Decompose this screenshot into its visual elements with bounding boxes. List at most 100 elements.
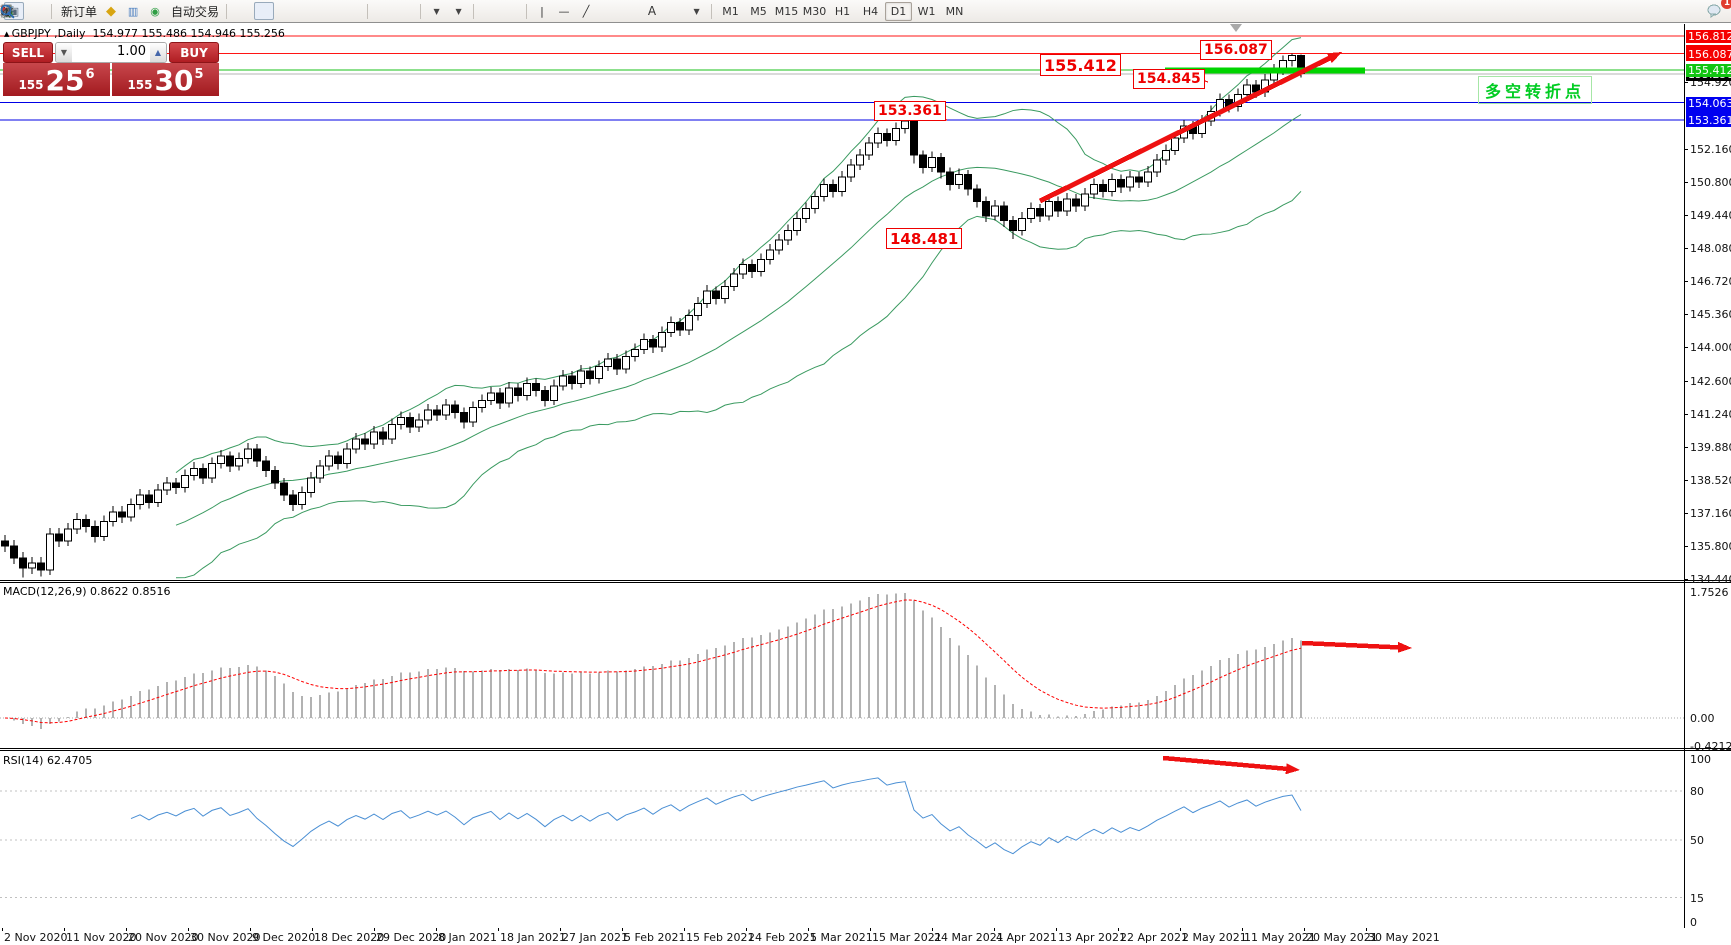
zoom-in-icon[interactable] [1, 2, 318, 20]
candle-body[interactable] [766, 249, 774, 261]
candle-body[interactable] [19, 557, 27, 569]
candle-body[interactable] [1099, 183, 1107, 193]
candle-body[interactable] [82, 518, 90, 528]
candle-body[interactable] [1144, 171, 1152, 183]
equidistant-channel-icon[interactable]: E [0, 2, 618, 20]
candle-body[interactable] [217, 455, 225, 464]
candle-body[interactable] [154, 489, 162, 503]
candle-body[interactable] [10, 545, 18, 559]
candle-body[interactable] [262, 460, 270, 472]
candle-body[interactable] [46, 533, 54, 571]
candle-body[interactable] [757, 259, 765, 273]
candle-body[interactable] [802, 208, 810, 219]
candle-body[interactable] [739, 263, 747, 275]
candle-body[interactable] [433, 409, 441, 416]
candle-body[interactable] [1054, 200, 1062, 212]
candle-body[interactable] [514, 387, 522, 396]
candle-body[interactable] [244, 448, 252, 460]
candle-body[interactable] [748, 263, 756, 273]
candle-body[interactable] [361, 438, 369, 445]
candle-body[interactable] [190, 467, 198, 477]
candle-body[interactable] [775, 239, 783, 251]
candle-body[interactable] [208, 462, 216, 479]
candle-body[interactable] [1036, 208, 1044, 217]
panel-separator[interactable] [0, 748, 1731, 751]
candle-body[interactable] [865, 142, 873, 156]
candle-body[interactable] [604, 358, 612, 367]
zoom-out-icon[interactable] [1, 2, 340, 20]
candle-body[interactable] [487, 392, 495, 401]
fibonacci-icon[interactable]: F [1, 2, 640, 20]
candle-body[interactable] [721, 285, 729, 299]
candle-body[interactable] [712, 290, 720, 299]
candle-body[interactable] [406, 416, 414, 428]
volume-value[interactable]: 1.00 [117, 44, 146, 59]
candle-body[interactable] [1153, 159, 1161, 173]
candle-body[interactable] [667, 322, 675, 333]
buy-button[interactable]: BUY [169, 42, 219, 63]
candle-body[interactable] [550, 385, 558, 401]
autotrade-button[interactable]: 自动交易 [1, 2, 221, 20]
panel-separator[interactable] [0, 580, 1731, 583]
candle-body[interactable] [559, 375, 567, 387]
candle-body[interactable] [334, 455, 342, 464]
candle-body[interactable] [289, 494, 297, 506]
candle-body[interactable] [397, 416, 405, 426]
candle-body[interactable] [874, 132, 882, 144]
candle-body[interactable] [181, 475, 189, 489]
chart-shift-marker[interactable] [1230, 24, 1242, 32]
price-label-annotation[interactable]: 155.412 [1040, 54, 1121, 76]
price-label-annotation[interactable]: 156.087 [1200, 40, 1272, 60]
timeframe-w1[interactable]: W1 [917, 4, 936, 18]
text-label-icon[interactable]: T [0, 2, 684, 20]
candle-body[interactable] [1108, 178, 1116, 193]
candle-body[interactable] [199, 467, 207, 479]
candle-body[interactable] [703, 290, 711, 304]
candle-body[interactable] [973, 188, 981, 202]
candle-body[interactable] [325, 455, 333, 467]
timeframe-d1[interactable]: D1 [885, 1, 913, 21]
candle-body[interactable] [676, 322, 684, 331]
main-chart-plot[interactable] [0, 24, 1684, 580]
rsi-plot[interactable] [0, 751, 1684, 928]
tile-windows-icon[interactable] [1, 2, 362, 20]
candle-body[interactable] [235, 458, 243, 467]
candle-body[interactable] [316, 465, 324, 479]
candle-body[interactable] [343, 448, 351, 464]
candle-body[interactable] [1135, 176, 1143, 183]
candle-body[interactable] [1090, 183, 1098, 195]
candle-body[interactable] [541, 390, 549, 401]
timeframe-m30[interactable]: M30 [802, 4, 827, 18]
candle-body[interactable] [505, 387, 513, 404]
candle-body[interactable] [1081, 193, 1089, 207]
chart-shift-icon[interactable] [2, 2, 393, 20]
candle-body[interactable] [1018, 217, 1026, 231]
candle-body[interactable] [109, 511, 117, 523]
vertical-line-icon[interactable]: | [540, 4, 544, 18]
candle-body[interactable] [1162, 149, 1170, 161]
candle-body[interactable] [595, 365, 603, 379]
candle-body[interactable] [919, 154, 927, 168]
candle-body[interactable] [568, 375, 576, 384]
candle-body[interactable] [820, 183, 828, 197]
templates-button[interactable]: ▼ [1, 2, 446, 20]
candle-body[interactable] [649, 339, 657, 348]
horizontal-line-icon[interactable]: — [558, 4, 570, 18]
sell-button[interactable]: SELL [3, 42, 53, 63]
search-icon[interactable] [0, 2, 1701, 20]
candle-body[interactable] [307, 477, 315, 494]
candle-body[interactable] [1063, 198, 1071, 212]
candle-body[interactable] [1126, 176, 1134, 188]
candle-body[interactable] [892, 128, 900, 142]
candle-body[interactable] [253, 448, 261, 462]
macd-plot[interactable] [0, 583, 1684, 747]
candle-body[interactable] [991, 205, 999, 217]
candle-body[interactable] [298, 492, 306, 506]
candle-body[interactable] [946, 171, 954, 185]
candle-body[interactable] [379, 431, 387, 440]
candle-body[interactable] [469, 407, 477, 423]
candle-body[interactable] [73, 518, 81, 530]
candle-body[interactable] [163, 482, 171, 491]
candle-body[interactable] [523, 382, 531, 396]
candle-body[interactable] [658, 331, 666, 348]
